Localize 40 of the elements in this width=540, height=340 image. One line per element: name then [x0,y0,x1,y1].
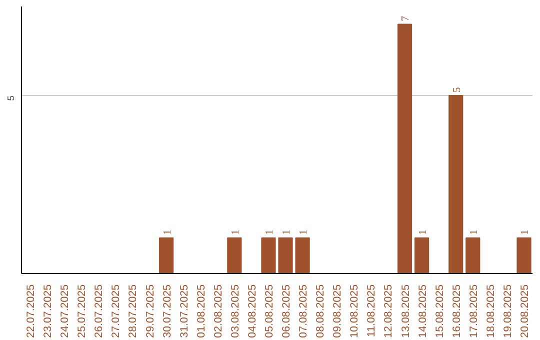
data-label: 1 [162,230,174,235]
data-label: 1 [468,230,480,235]
x-tick-label: 26.07.2025 [93,284,106,338]
data-label: 7 [400,15,412,22]
x-tick-label: 01.08.2025 [195,284,208,338]
data-label: 5 [452,87,463,92]
x-tick-label: 02.08.2025 [212,284,224,338]
data-label: 1 [418,230,429,235]
x-tick-label: 09.08.2025 [332,284,344,338]
data-label: 1 [230,230,242,235]
x-tick-label: 03.08.2025 [229,284,242,338]
x-tick-label: 07.08.2025 [298,284,310,338]
x-tick-label: 16.08.2025 [450,284,463,338]
x-tick-label: 20.08.2025 [518,284,531,338]
x-tick-label: 14.08.2025 [416,284,429,338]
x-tick-label: 10.08.2025 [348,284,361,338]
x-tick-label: 12.08.2025 [382,284,395,338]
data-label: 1 [264,230,276,235]
x-tick-label: 30.07.2025 [161,284,174,338]
data-label: 1 [298,230,310,235]
x-tick-label: 27.07.2025 [110,284,122,338]
x-tick-label: 28.07.2025 [127,284,140,338]
x-tick-label: 05.08.2025 [263,284,276,338]
x-tick-label: 13.08.2025 [400,284,412,338]
x-tick-label: 19.08.2025 [502,284,514,338]
x-tick-label: 29.07.2025 [144,284,156,338]
x-tick-label: 25.07.2025 [76,284,88,338]
x-tick-label: 24.07.2025 [59,284,72,338]
data-label: 1 [520,230,531,235]
x-tick-label: 31.07.2025 [178,284,190,338]
x-tick-label: 08.08.2025 [314,284,327,338]
x-tick-label: 23.07.2025 [42,284,54,338]
data-label: 1 [282,230,293,235]
x-tick-label: 18.08.2025 [484,284,497,338]
x-tick-label: 22.07.2025 [25,284,38,338]
x-tick-label: 15.08.2025 [434,284,446,338]
x-tick-label: 11.08.2025 [366,284,378,338]
x-tick-label: 04.08.2025 [246,284,258,338]
x-tick-label: 06.08.2025 [280,284,293,338]
x-tick-label: 17.08.2025 [468,284,480,338]
